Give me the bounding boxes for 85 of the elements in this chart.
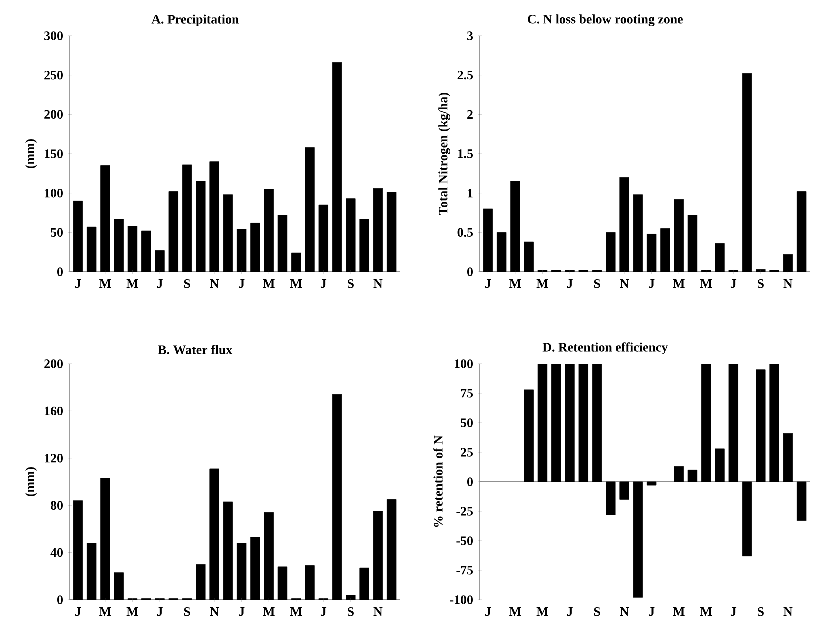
y-tick-label: 2	[468, 110, 473, 119]
y-tick-label: 3	[467, 32, 474, 40]
y-axis-title: (mm)	[25, 139, 38, 169]
y-tick-label: 50	[51, 228, 63, 238]
x-tick-label: J	[486, 608, 492, 616]
y-tick-label: 150	[45, 150, 63, 158]
x-tick-label: M	[673, 280, 685, 288]
x-tick-label: M	[700, 280, 712, 288]
y-tick-label: 25	[461, 448, 474, 457]
y-tick-label: 40	[50, 548, 63, 558]
x-tick-label: M	[673, 608, 685, 616]
x-tick-label: S	[184, 608, 190, 616]
x-tick-label: N	[210, 280, 220, 288]
y-tick-label: 0	[58, 596, 63, 604]
x-tick-label: N	[620, 608, 630, 616]
y-tick-label: 100	[455, 360, 473, 368]
y-tick-label: 250	[44, 70, 63, 80]
x-tick-label: J	[76, 280, 82, 288]
x-tick-label: J	[649, 280, 655, 288]
y-tick-label: 0	[468, 478, 473, 486]
y-tick-label: -25	[456, 507, 474, 516]
chart-title: A. Precipitation	[152, 14, 239, 26]
chart-title: C. N loss below rooting zone	[528, 14, 683, 26]
x-tick-label: J	[567, 280, 573, 288]
y-tick-label: 0	[58, 268, 63, 276]
x-tick-label: J	[239, 280, 245, 288]
y-tick-label: -75	[456, 566, 474, 575]
y-tick-label: 0	[468, 268, 473, 276]
x-tick-label: M	[536, 280, 548, 288]
y-tick-label: 200	[44, 110, 63, 120]
x-tick-label: N	[784, 608, 793, 616]
x-tick-label: S	[184, 280, 190, 288]
x-tick-label: N	[374, 280, 383, 288]
x-tick-label: S	[594, 280, 600, 288]
y-tick-label: 100	[45, 188, 63, 198]
y-tick-label: 300	[44, 32, 63, 40]
x-tick-label: N	[210, 608, 220, 616]
x-tick-label: M	[126, 280, 138, 288]
x-tick-label: J	[730, 280, 737, 288]
y-tick-label: 0.5	[458, 228, 474, 238]
x-tick-label: M	[510, 280, 522, 288]
y-tick-label: 1	[468, 189, 473, 198]
x-tick-label: M	[126, 608, 138, 616]
y-tick-label: 80	[50, 501, 63, 510]
x-tick-label: M	[536, 608, 548, 616]
y-tick-label: 75	[461, 389, 474, 398]
x-tick-label: N	[784, 280, 793, 288]
x-tick-label: J	[649, 608, 655, 616]
y-axis-title: Total Nitrogen (kg/ha)	[438, 93, 450, 216]
chart-title: B. Water flux	[158, 345, 233, 354]
x-tick-label: S	[758, 608, 764, 616]
y-tick-label: -50	[456, 536, 473, 546]
x-tick-label: S	[758, 280, 764, 288]
y-tick-label: 1.5	[458, 150, 474, 158]
x-tick-label: M	[263, 608, 275, 616]
x-tick-label: M	[290, 280, 302, 288]
x-tick-label: S	[348, 280, 354, 288]
x-tick-label: J	[567, 608, 573, 616]
y-tick-label: 200	[44, 360, 63, 368]
y-axis-title: % retention of N	[434, 436, 443, 528]
x-tick-label: J	[486, 280, 492, 288]
x-tick-label: M	[100, 608, 112, 616]
y-tick-label: 50	[461, 418, 473, 428]
y-tick-label: -100	[450, 596, 473, 604]
x-tick-label: M	[100, 280, 112, 288]
x-tick-label: N	[620, 280, 630, 288]
x-tick-label: M	[700, 608, 712, 616]
x-tick-label: M	[290, 608, 302, 616]
y-tick-label: 2.5	[458, 70, 474, 80]
x-tick-label: J	[239, 608, 245, 616]
y-tick-label: 160	[45, 406, 63, 416]
y-axis-title: (mm)	[25, 467, 38, 497]
x-tick-label: J	[157, 280, 163, 288]
y-tick-label: 120	[45, 454, 63, 463]
x-tick-label: J	[76, 608, 82, 616]
x-tick-label: J	[730, 608, 737, 616]
x-tick-label: S	[594, 608, 600, 616]
x-tick-label: M	[263, 280, 275, 288]
x-tick-label: J	[157, 608, 163, 616]
x-tick-label: N	[374, 608, 383, 616]
x-tick-label: J	[320, 280, 327, 288]
chart-title: D. Retention efficiency	[542, 342, 668, 354]
x-tick-label: M	[510, 608, 522, 616]
x-tick-label: S	[348, 608, 354, 616]
x-tick-label: J	[320, 608, 327, 616]
